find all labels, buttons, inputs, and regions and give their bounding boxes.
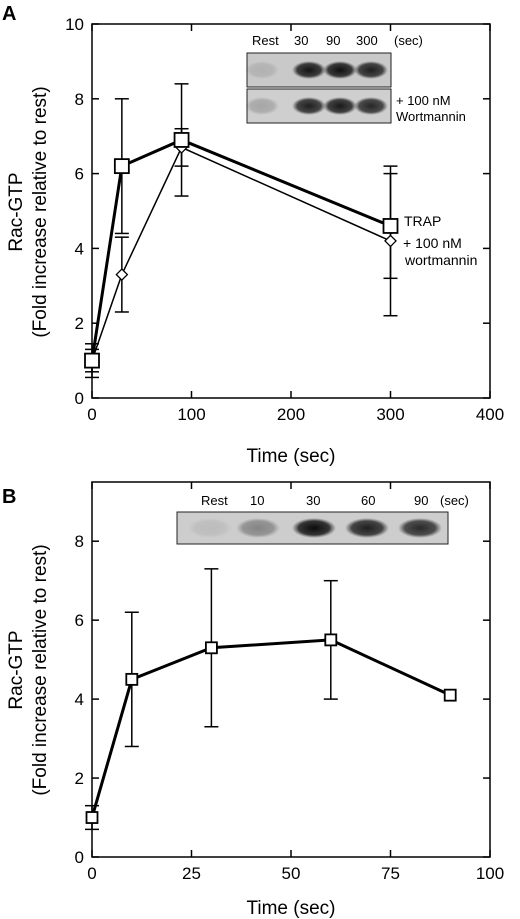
blot-a-band <box>245 61 279 79</box>
blot-a-header-sec: (sec) <box>394 33 423 48</box>
panel-b-point-square <box>85 811 99 824</box>
blot-a-band <box>292 61 326 79</box>
blot-a-band <box>292 97 326 115</box>
panel-a-point-square <box>113 158 130 175</box>
panel-a-ytick-label: 10 <box>65 15 84 34</box>
panel-b-ytick-label: 0 <box>75 848 84 867</box>
blot-b-band <box>292 518 336 538</box>
panel-b-western-blot: Rest 10 30 60 90 (sec) <box>176 493 469 545</box>
panel-a-ytick-label: 8 <box>75 90 84 109</box>
panel-b-series-line <box>90 638 451 818</box>
panel-a-series <box>84 83 399 379</box>
panel-b-xtick-label: 50 <box>282 864 301 883</box>
blot-a-header-90: 90 <box>326 33 340 48</box>
blot-a-band <box>323 97 357 115</box>
panel-b-ytick-label: 4 <box>75 690 84 709</box>
blot-a-header-rest: Rest <box>252 33 279 48</box>
blot-a-bands <box>245 61 388 115</box>
panel-a-ylabel-line2: (Fold increase relative to rest) <box>30 86 51 337</box>
blot-b-band <box>236 518 280 538</box>
panel-a-series-line <box>91 146 391 361</box>
panel-a-series-line <box>90 138 392 361</box>
panel-a-letter: A <box>2 3 16 25</box>
panel-b-point-square <box>324 633 338 647</box>
blot-b-header-10: 10 <box>250 493 264 508</box>
blot-b-band <box>345 518 389 538</box>
panel-a-point-square <box>84 352 100 369</box>
blot-a-band <box>245 97 279 115</box>
panel-b-ytick-label: 6 <box>75 611 84 630</box>
blot-b-header-30: 30 <box>306 493 320 508</box>
panel-a-x-axis: 0 100 200 300 400 <box>87 24 504 424</box>
panel-b-xtick-label: 0 <box>87 864 96 883</box>
panel-a-legend-trap: TRAP <box>404 213 441 229</box>
panel-a-ytick-label: 2 <box>75 314 84 333</box>
panel-a-point-square <box>173 132 190 148</box>
panel-b-y-axis: 0 2 4 6 8 <box>75 532 490 867</box>
blot-a-band <box>323 61 357 79</box>
blot-b-header-60: 60 <box>361 493 375 508</box>
panel-a-legend-wort-line1: + 100 nM <box>403 235 462 251</box>
panel-a-point-square <box>382 218 399 234</box>
panel-b-point-square <box>125 672 139 686</box>
panel-b-ytick-label: 8 <box>75 532 84 551</box>
panel-a-xtick-label: 300 <box>376 405 404 424</box>
panel-a-y-axis: 0 2 4 6 8 10 <box>65 15 490 408</box>
panel-a-xtick-label: 100 <box>177 405 205 424</box>
panel-b-xtick-label: 75 <box>381 864 400 883</box>
blot-b-header-90: 90 <box>414 493 428 508</box>
panel-b-point-square <box>443 688 457 702</box>
panel-a-xtick-label: 0 <box>87 405 96 424</box>
panel-b: B Rac-GTP (Fold increase relative to res… <box>2 481 504 919</box>
panel-a-point-diamond <box>115 268 129 281</box>
panel-b-ytick-label: 2 <box>75 769 84 788</box>
panel-b-ylabel-line2: (Fold increase relative to rest) <box>30 544 51 795</box>
blot-b-bands <box>188 518 442 538</box>
panel-a-ytick-label: 6 <box>75 165 84 184</box>
panel-a-ylabel-line1: Rac-GTP <box>6 172 27 251</box>
panel-b-xlabel: Time (sec) <box>246 898 335 919</box>
panel-b-letter: B <box>2 486 16 508</box>
panel-b-xtick-label: 100 <box>476 864 504 883</box>
panel-a-point-diamond <box>384 234 397 248</box>
blot-a-row2-label-line1: + 100 nM <box>396 93 451 108</box>
blot-b-band <box>398 518 442 538</box>
panel-b-xtick-label: 25 <box>182 864 201 883</box>
panel-a-xtick-label: 400 <box>476 405 504 424</box>
blot-b-header-sec: (sec) <box>440 493 469 508</box>
panel-b-x-axis: 0 25 50 75 100 <box>87 482 504 883</box>
panel-a-xlabel: Time (sec) <box>246 446 335 467</box>
panel-a-western-blot: Rest 30 90 300 (sec) + 100 nM Wortmannin <box>245 33 466 124</box>
blot-a-header-30: 30 <box>294 33 308 48</box>
panel-a-legend-wort-line2: wortmannin <box>404 252 477 268</box>
blot-a-row2-label-line2: Wortmannin <box>396 109 466 124</box>
panel-b-series <box>85 568 457 831</box>
panel-a-xtick-label: 200 <box>277 405 305 424</box>
panel-b-ylabel-line1: Rac-GTP <box>6 630 27 709</box>
blot-a-band <box>354 61 388 79</box>
blot-b-band <box>188 518 232 538</box>
panel-a-ytick-label: 0 <box>75 389 84 408</box>
panel-b-point-square <box>204 641 218 655</box>
blot-a-header-300: 300 <box>356 33 378 48</box>
panel-a: A Rac-GTP (Fold increase relative to res… <box>2 3 504 467</box>
blot-a-band <box>354 97 388 115</box>
blot-b-header-rest: Rest <box>201 493 228 508</box>
panel-a-ytick-label: 4 <box>75 239 84 258</box>
